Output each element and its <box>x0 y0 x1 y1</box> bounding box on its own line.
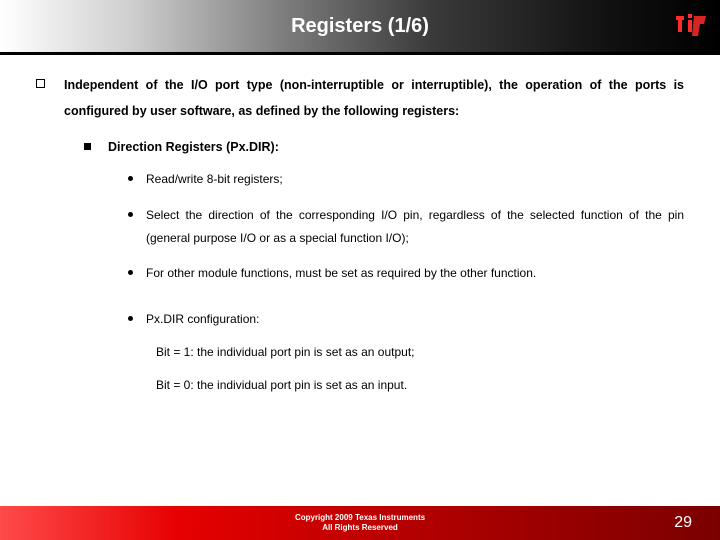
section-heading: Direction Registers (Px.DIR): <box>36 138 684 156</box>
bullet-dot-icon <box>128 176 133 181</box>
intro-text: Independent of the I/O port type (non-in… <box>64 78 684 118</box>
list-item: Read/write 8-bit registers; <box>36 168 684 191</box>
footer-bar: Copyright 2009 Texas Instruments All Rig… <box>0 506 720 540</box>
bullet-dot-icon <box>128 212 133 217</box>
bullet-dot-icon <box>128 270 133 275</box>
item-text: Select the direction of the correspondin… <box>146 208 684 245</box>
list-item: For other module functions, must be set … <box>36 262 684 285</box>
item-text: Px.DIR configuration: <box>146 312 259 326</box>
list-item: Px.DIR configuration: <box>36 308 684 331</box>
square-bullet-icon <box>36 79 45 88</box>
intro-paragraph: Independent of the I/O port type (non-in… <box>36 73 684 124</box>
bullet-dot-icon <box>128 316 133 321</box>
section-title: Direction Registers (Px.DIR): <box>108 140 279 154</box>
slide-body: Independent of the I/O port type (non-in… <box>0 55 720 397</box>
footer-line1: Copyright 2009 Texas Instruments <box>295 513 425 522</box>
config-bit1: Bit = 1: the individual port pin is set … <box>156 345 415 359</box>
item-text: For other module functions, must be set … <box>146 266 536 280</box>
footer-copyright: Copyright 2009 Texas Instruments All Rig… <box>295 513 425 533</box>
slide-container: Registers (1/6) Independent of the I/O p… <box>0 0 720 540</box>
list-item: Select the direction of the correspondin… <box>36 204 684 251</box>
config-line: Bit = 0: the individual port pin is set … <box>36 374 684 397</box>
footer-line2: All Rights Reserved <box>322 523 398 532</box>
filled-square-bullet-icon <box>84 143 91 150</box>
config-bit0: Bit = 0: the individual port pin is set … <box>156 378 407 392</box>
page-number: 29 <box>674 514 692 532</box>
config-line: Bit = 1: the individual port pin is set … <box>36 341 684 364</box>
title-bar: Registers (1/6) <box>0 0 720 52</box>
slide-title: Registers (1/6) <box>291 15 429 38</box>
ti-logo-icon <box>670 6 710 51</box>
item-text: Read/write 8-bit registers; <box>146 172 283 186</box>
